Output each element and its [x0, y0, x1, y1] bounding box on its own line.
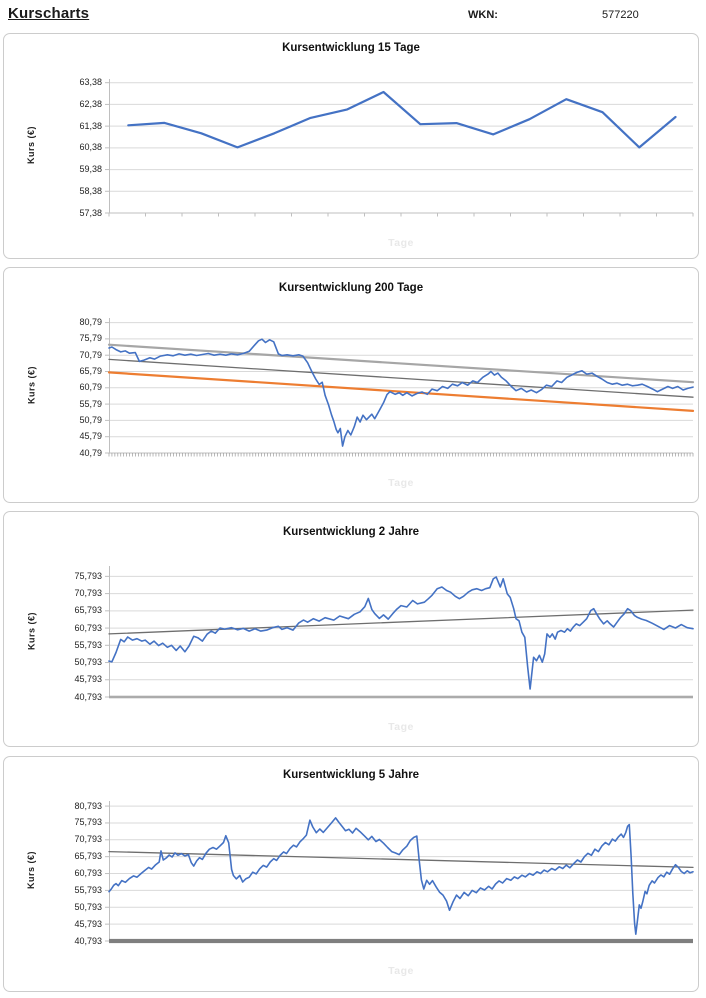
y-tick-label: 62,38: [79, 98, 102, 109]
chart-title: Kursentwicklung 2 Jahre: [282, 526, 420, 538]
x-axis-dense-tick-bar: [109, 695, 693, 699]
y-tick-label: 45,793: [74, 674, 102, 685]
y-tick-label: 50,793: [74, 901, 102, 912]
chart-object-5-jahre[interactable]: Kursentwicklung 5 Jahre Kurs (€) Tage 80…: [3, 756, 699, 992]
y-tick-label: 58,38: [79, 185, 102, 196]
chart-title: Kursentwicklung 5 Jahre: [282, 769, 420, 781]
plot-svg: [105, 318, 695, 457]
plot-svg: [105, 801, 694, 944]
x-axis-title: Tage: [388, 965, 414, 977]
y-tick-label: 75,793: [74, 570, 102, 581]
x-axis-title: Tage: [388, 477, 414, 489]
plot-area: [105, 318, 695, 457]
chart-object-2-jahre[interactable]: Kursentwicklung 2 Jahre Kurs (€) Tage 75…: [3, 511, 699, 747]
chart-object-200-tage[interactable]: Kursentwicklung 200 Tage Kurs (€) Tage 8…: [3, 267, 699, 503]
y-tick-label: 45,79: [79, 431, 102, 442]
y-tick-label: 63,38: [79, 77, 102, 88]
kurs-line: [108, 576, 694, 690]
y-tick-label: 55,793: [74, 884, 102, 895]
kurs-line: [108, 817, 694, 935]
y-tick-label: 59,38: [79, 164, 102, 175]
y-tick-label: 60,793: [74, 868, 102, 879]
y-tick-label: 70,793: [74, 834, 102, 845]
trendlinie-dunkel: [108, 358, 694, 398]
y-tick-label: 75,79: [79, 333, 102, 344]
y-tick-label: 70,79: [79, 349, 102, 360]
y-tick-label: 55,793: [74, 639, 102, 650]
chart-object-15-tage[interactable]: Kursentwicklung 15 Tage Kurs (€) Tage 63…: [3, 33, 699, 259]
y-tick-label: 75,793: [74, 817, 102, 828]
x-axis-title: Tage: [388, 237, 414, 249]
y-tick-label: 60,793: [74, 622, 102, 633]
trendlinie-hell: [107, 343, 695, 384]
y-tick-label: 65,793: [74, 851, 102, 862]
y-tick-label: 80,79: [79, 317, 102, 328]
y-tick-label: 57,38: [79, 207, 102, 218]
y-tick-label: 40,793: [74, 935, 102, 946]
y-tick-label: 80,793: [74, 800, 102, 811]
x-axis-dense-tick-bar: [109, 938, 693, 944]
plot-svg: [105, 79, 694, 217]
y-tick-label: 45,793: [74, 918, 102, 929]
plot-area: [105, 801, 694, 944]
kurs-line: [127, 90, 677, 149]
y-tick-label: 40,79: [79, 447, 102, 458]
y-tick-label: 61,38: [79, 120, 102, 131]
kurs-line: [108, 338, 694, 447]
gleitender-durchschnitt: [107, 371, 695, 413]
trendlinie: [108, 850, 694, 869]
y-tick-label: 50,793: [74, 657, 102, 668]
x-axis-title: Tage: [388, 721, 414, 733]
plot-area: [105, 79, 694, 217]
y-tick-label: 60,38: [79, 142, 102, 153]
trendlinie: [108, 609, 694, 635]
plot-area: [105, 566, 694, 699]
y-tick-label: 50,79: [79, 414, 102, 425]
y-tick-label: 55,79: [79, 398, 102, 409]
plot-svg: [105, 566, 694, 699]
chart-title: Kursentwicklung 15 Tage: [282, 42, 420, 54]
y-tick-label: 40,793: [74, 691, 102, 702]
y-tick-label: 65,793: [74, 605, 102, 616]
wkn-value: 577220: [602, 9, 639, 21]
y-tick-label: 65,79: [79, 365, 102, 376]
y-tick-label: 70,793: [74, 588, 102, 599]
wkn-label: WKN:: [468, 9, 498, 21]
chart-title: Kursentwicklung 200 Tage: [278, 282, 424, 294]
y-tick-label: 60,79: [79, 382, 102, 393]
page-title: Kurscharts: [8, 5, 90, 22]
